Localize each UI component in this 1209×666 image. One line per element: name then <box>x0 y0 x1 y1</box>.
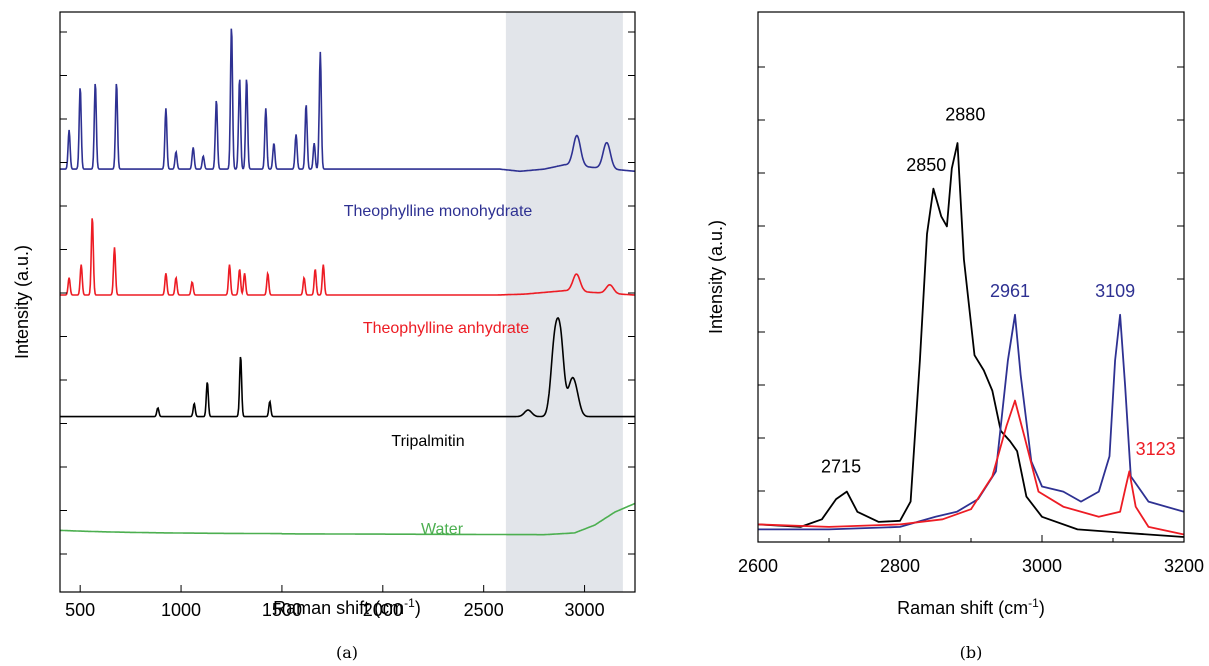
panel-b-y-axis-title: Intensity (a.u.) <box>706 220 726 334</box>
peak-label-3123: 3123 <box>1136 439 1176 459</box>
peak-label-2850: 2850 <box>906 155 946 175</box>
peak-label-3109: 3109 <box>1095 281 1135 301</box>
x-tick-label-2500: 2500 <box>464 600 504 620</box>
peak-label-2880: 2880 <box>945 104 985 124</box>
panel-a-right-ticks <box>60 31 635 555</box>
x-tick-label-2600: 2600 <box>738 556 778 576</box>
panel-a-caption: (a) <box>336 643 358 662</box>
panel-b-x-ticks: 2600 2800 3000 3200 <box>738 535 1204 576</box>
peak-label-2961: 2961 <box>990 281 1030 301</box>
panel-b-x-axis-title: Raman shift (cm-1) <box>897 596 1045 618</box>
panel-b-annotations: 2715 2850 2880 2961 3109 3123 <box>821 104 1176 476</box>
panel-b-series <box>757 142 1185 538</box>
x-tick-label-2800: 2800 <box>880 556 920 576</box>
panel-b-caption: (b) <box>960 643 983 662</box>
series-line-theophylline-monohydrate <box>60 28 636 173</box>
shaded-region <box>505 12 623 592</box>
panel-b-series-line-1 <box>758 313 1185 531</box>
peak-label-2715: 2715 <box>821 456 861 476</box>
x-tick-label-2000: 2000 <box>363 600 403 620</box>
panel-b-y-ticks <box>758 66 1184 492</box>
panel-a-x-axis-title: Raman shift (cm-1) <box>273 596 421 618</box>
panel-b: 2600 2800 3000 3200 2715 2850 2880 2961 3109 312… <box>706 11 1204 662</box>
panel-a-y-axis-title: Intensity (a.u.) <box>12 245 32 359</box>
x-tick-label-500: 500 <box>65 600 95 620</box>
panel-a-series: Theophylline monohydrate Theophylline anh… <box>59 28 636 538</box>
series-label-theophylline-anhydrate: Theophylline anhydrate <box>363 320 529 337</box>
x-tick-label-3000: 3000 <box>565 600 605 620</box>
panel-b-series-line-2 <box>757 399 1185 536</box>
panel-a: Theophylline monohydrate Theophylline anh… <box>12 11 636 662</box>
panel-a-x-ticks: 500 1000 1500 2000 2500 3000 <box>65 585 605 620</box>
series-line-tripalmitin <box>60 317 635 418</box>
x-tick-label-3200: 3200 <box>1164 556 1204 576</box>
x-tick-label-1500: 1500 <box>262 600 302 620</box>
series-label-tripalmitin: Tripalmitin <box>391 433 464 450</box>
panel-b-series-line-0 <box>757 142 1185 538</box>
panel-a-frame <box>59 11 636 593</box>
x-tick-label-1000: 1000 <box>161 600 201 620</box>
series-label-theophylline-monohydrate: Theophylline monohydrate <box>344 203 533 220</box>
x-tick-label-3000: 3000 <box>1022 556 1062 576</box>
series-line-theophylline-anhydrate <box>60 218 635 296</box>
series-label-water: Water <box>421 521 464 538</box>
series-line-water <box>59 502 636 536</box>
